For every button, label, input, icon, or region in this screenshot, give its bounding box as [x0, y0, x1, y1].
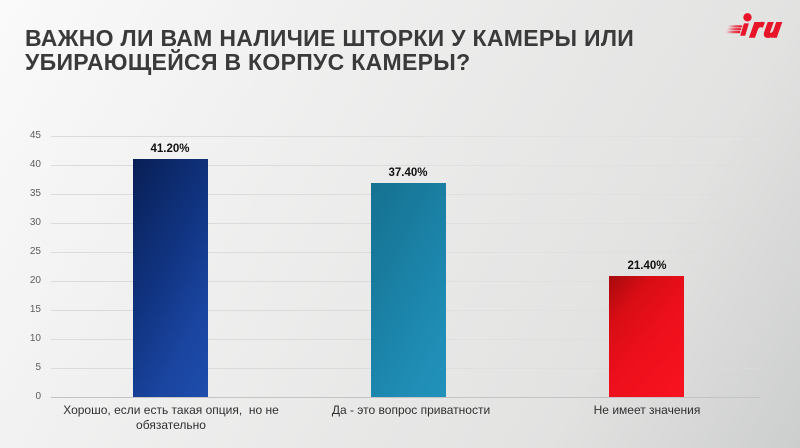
svg-text:ru: ru — [749, 14, 786, 42]
